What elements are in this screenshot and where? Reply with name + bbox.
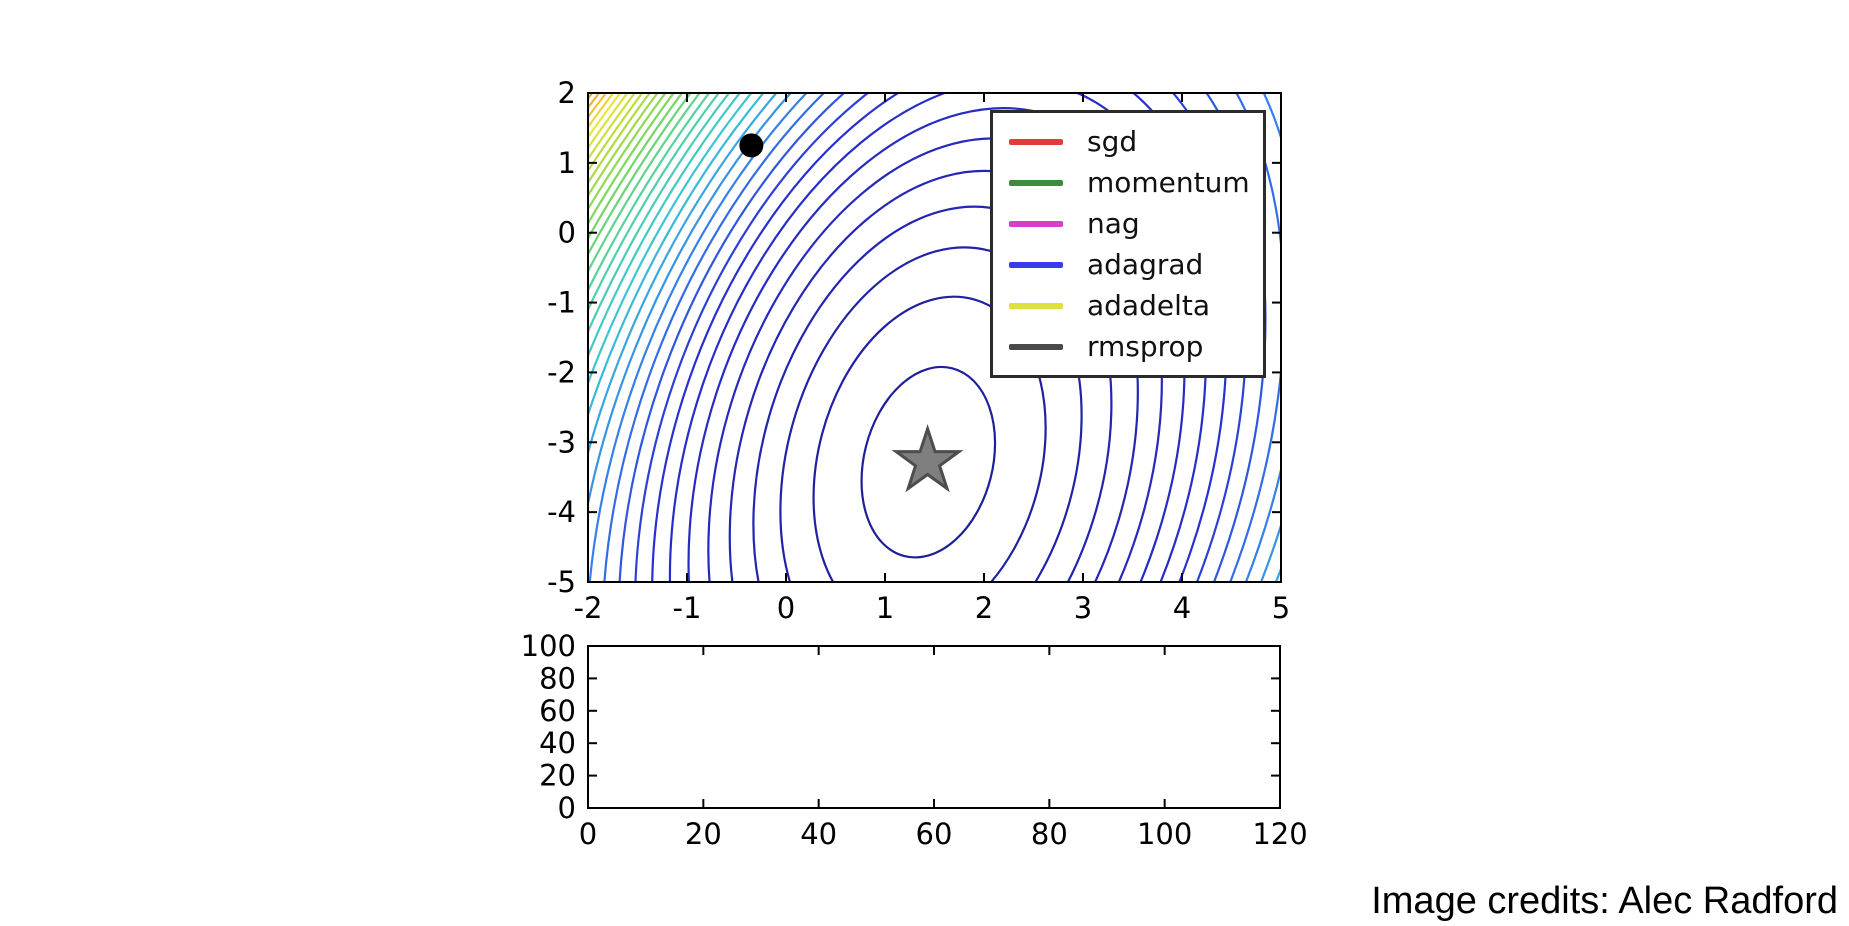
x-tick-label: 20 xyxy=(685,817,722,851)
image-credits-caption: Image credits: Alec Radford xyxy=(1371,880,1838,922)
y-tick-label: -4 xyxy=(547,495,576,529)
legend-item-adagrad: adagrad xyxy=(1009,247,1263,283)
x-tick-label: 100 xyxy=(1137,817,1192,851)
x-tick-label: 40 xyxy=(800,817,837,851)
x-tick-label: 60 xyxy=(916,817,953,851)
legend-item-adadelta: adadelta xyxy=(1009,288,1263,324)
x-tick-label: 0 xyxy=(777,591,795,625)
legend-item-momentum: momentum xyxy=(1009,165,1263,201)
x-tick-label: 80 xyxy=(1031,817,1068,851)
adagrad-line-swatch xyxy=(1009,261,1063,268)
rmsprop-line-swatch xyxy=(1009,343,1063,350)
y-tick-label: 80 xyxy=(539,661,576,695)
legend-label-rmsprop: rmsprop xyxy=(1087,329,1204,363)
legend: sgd momentum nag adagrad adadelta rmspro… xyxy=(990,110,1266,378)
y-tick-label: 0 xyxy=(558,216,576,250)
y-tick-label: -5 xyxy=(547,565,576,599)
legend-label-nag: nag xyxy=(1087,206,1140,240)
x-tick-label: 120 xyxy=(1252,817,1307,851)
legend-label-adadelta: adadelta xyxy=(1087,288,1211,322)
x-tick-label: 0 xyxy=(579,817,597,851)
nag-line-swatch xyxy=(1009,220,1063,227)
x-tick-label: -1 xyxy=(673,591,702,625)
legend-item-nag: nag xyxy=(1009,206,1263,242)
legend-label-sgd: sgd xyxy=(1087,124,1138,158)
y-tick-label: 40 xyxy=(539,726,576,760)
y-tick-label: -1 xyxy=(547,286,576,320)
x-tick-label: -2 xyxy=(574,591,603,625)
legend-label-adagrad: adagrad xyxy=(1087,247,1204,281)
y-tick-label: 20 xyxy=(539,759,576,793)
plot-frame-0 xyxy=(587,92,1282,583)
x-tick-label: 4 xyxy=(1173,591,1191,625)
sgd-line-swatch xyxy=(1009,138,1063,145)
y-tick-label: 100 xyxy=(521,629,576,663)
momentum-line-swatch xyxy=(1009,179,1063,186)
legend-label-momentum: momentum xyxy=(1087,165,1250,199)
tick-labels-0: -2 -1 0 1 2 3 4 5 2 1 0 -1 -2 -3 -4 -5 xyxy=(547,76,1290,625)
y-tick-label: 2 xyxy=(558,76,576,110)
minimum-star-marker xyxy=(891,423,964,493)
adadelta-line-swatch xyxy=(1009,302,1063,309)
start-point-marker xyxy=(739,133,764,158)
y-tick-label: -2 xyxy=(547,355,576,389)
x-tick-label: 1 xyxy=(876,591,894,625)
y-tick-label: 1 xyxy=(558,146,576,180)
tick-marks-1 xyxy=(587,645,1281,809)
y-tick-label: -3 xyxy=(547,425,576,459)
legend-item-rmsprop: rmsprop xyxy=(1009,329,1263,365)
y-tick-label: 0 xyxy=(558,791,576,825)
legend-item-sgd: sgd xyxy=(1009,124,1263,160)
plot-frame-1 xyxy=(587,645,1281,809)
x-tick-label: 3 xyxy=(1074,591,1092,625)
tick-marks-0 xyxy=(587,92,1282,583)
y-tick-label: 60 xyxy=(539,694,576,728)
x-tick-label: 5 xyxy=(1272,591,1290,625)
x-tick-label: 2 xyxy=(975,591,993,625)
